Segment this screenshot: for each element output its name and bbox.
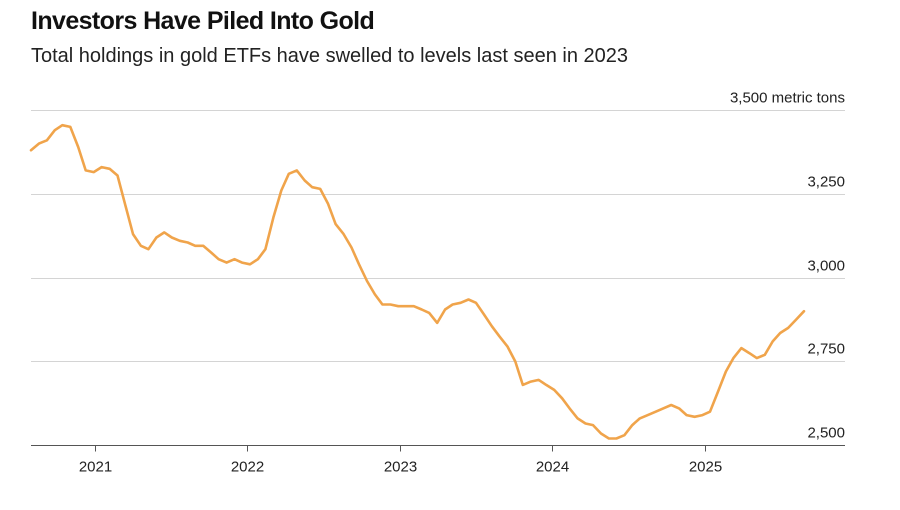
y-tick-label-3250: 3,250 — [807, 174, 845, 191]
axis-layer: 2,500 2,750 3,000 3,250 3,500 metric tons 202… — [31, 90, 845, 476]
x-tick-label-2022: 2022 — [231, 459, 264, 476]
x-tick-label-2025: 2025 — [689, 459, 722, 476]
chart-title: Investors Have Piled Into Gold — [31, 7, 375, 35]
x-tick-label-2021: 2021 — [79, 459, 112, 476]
y-tick-label-2500: 2,500 — [807, 425, 845, 442]
grid-layer — [31, 110, 845, 362]
y-tick-label-2750: 2,750 — [807, 341, 845, 358]
chart-subtitle: Total holdings in gold ETFs have swelled… — [31, 45, 629, 67]
line-layer — [29, 123, 806, 440]
y-tick-label-3000: 3,000 — [807, 258, 845, 275]
series-line-0 — [29, 123, 806, 440]
y-tick-label-3500: 3,500 metric tons — [730, 90, 845, 107]
x-tick-label-2023: 2023 — [384, 459, 417, 476]
x-tick-label-2024: 2024 — [536, 459, 569, 476]
